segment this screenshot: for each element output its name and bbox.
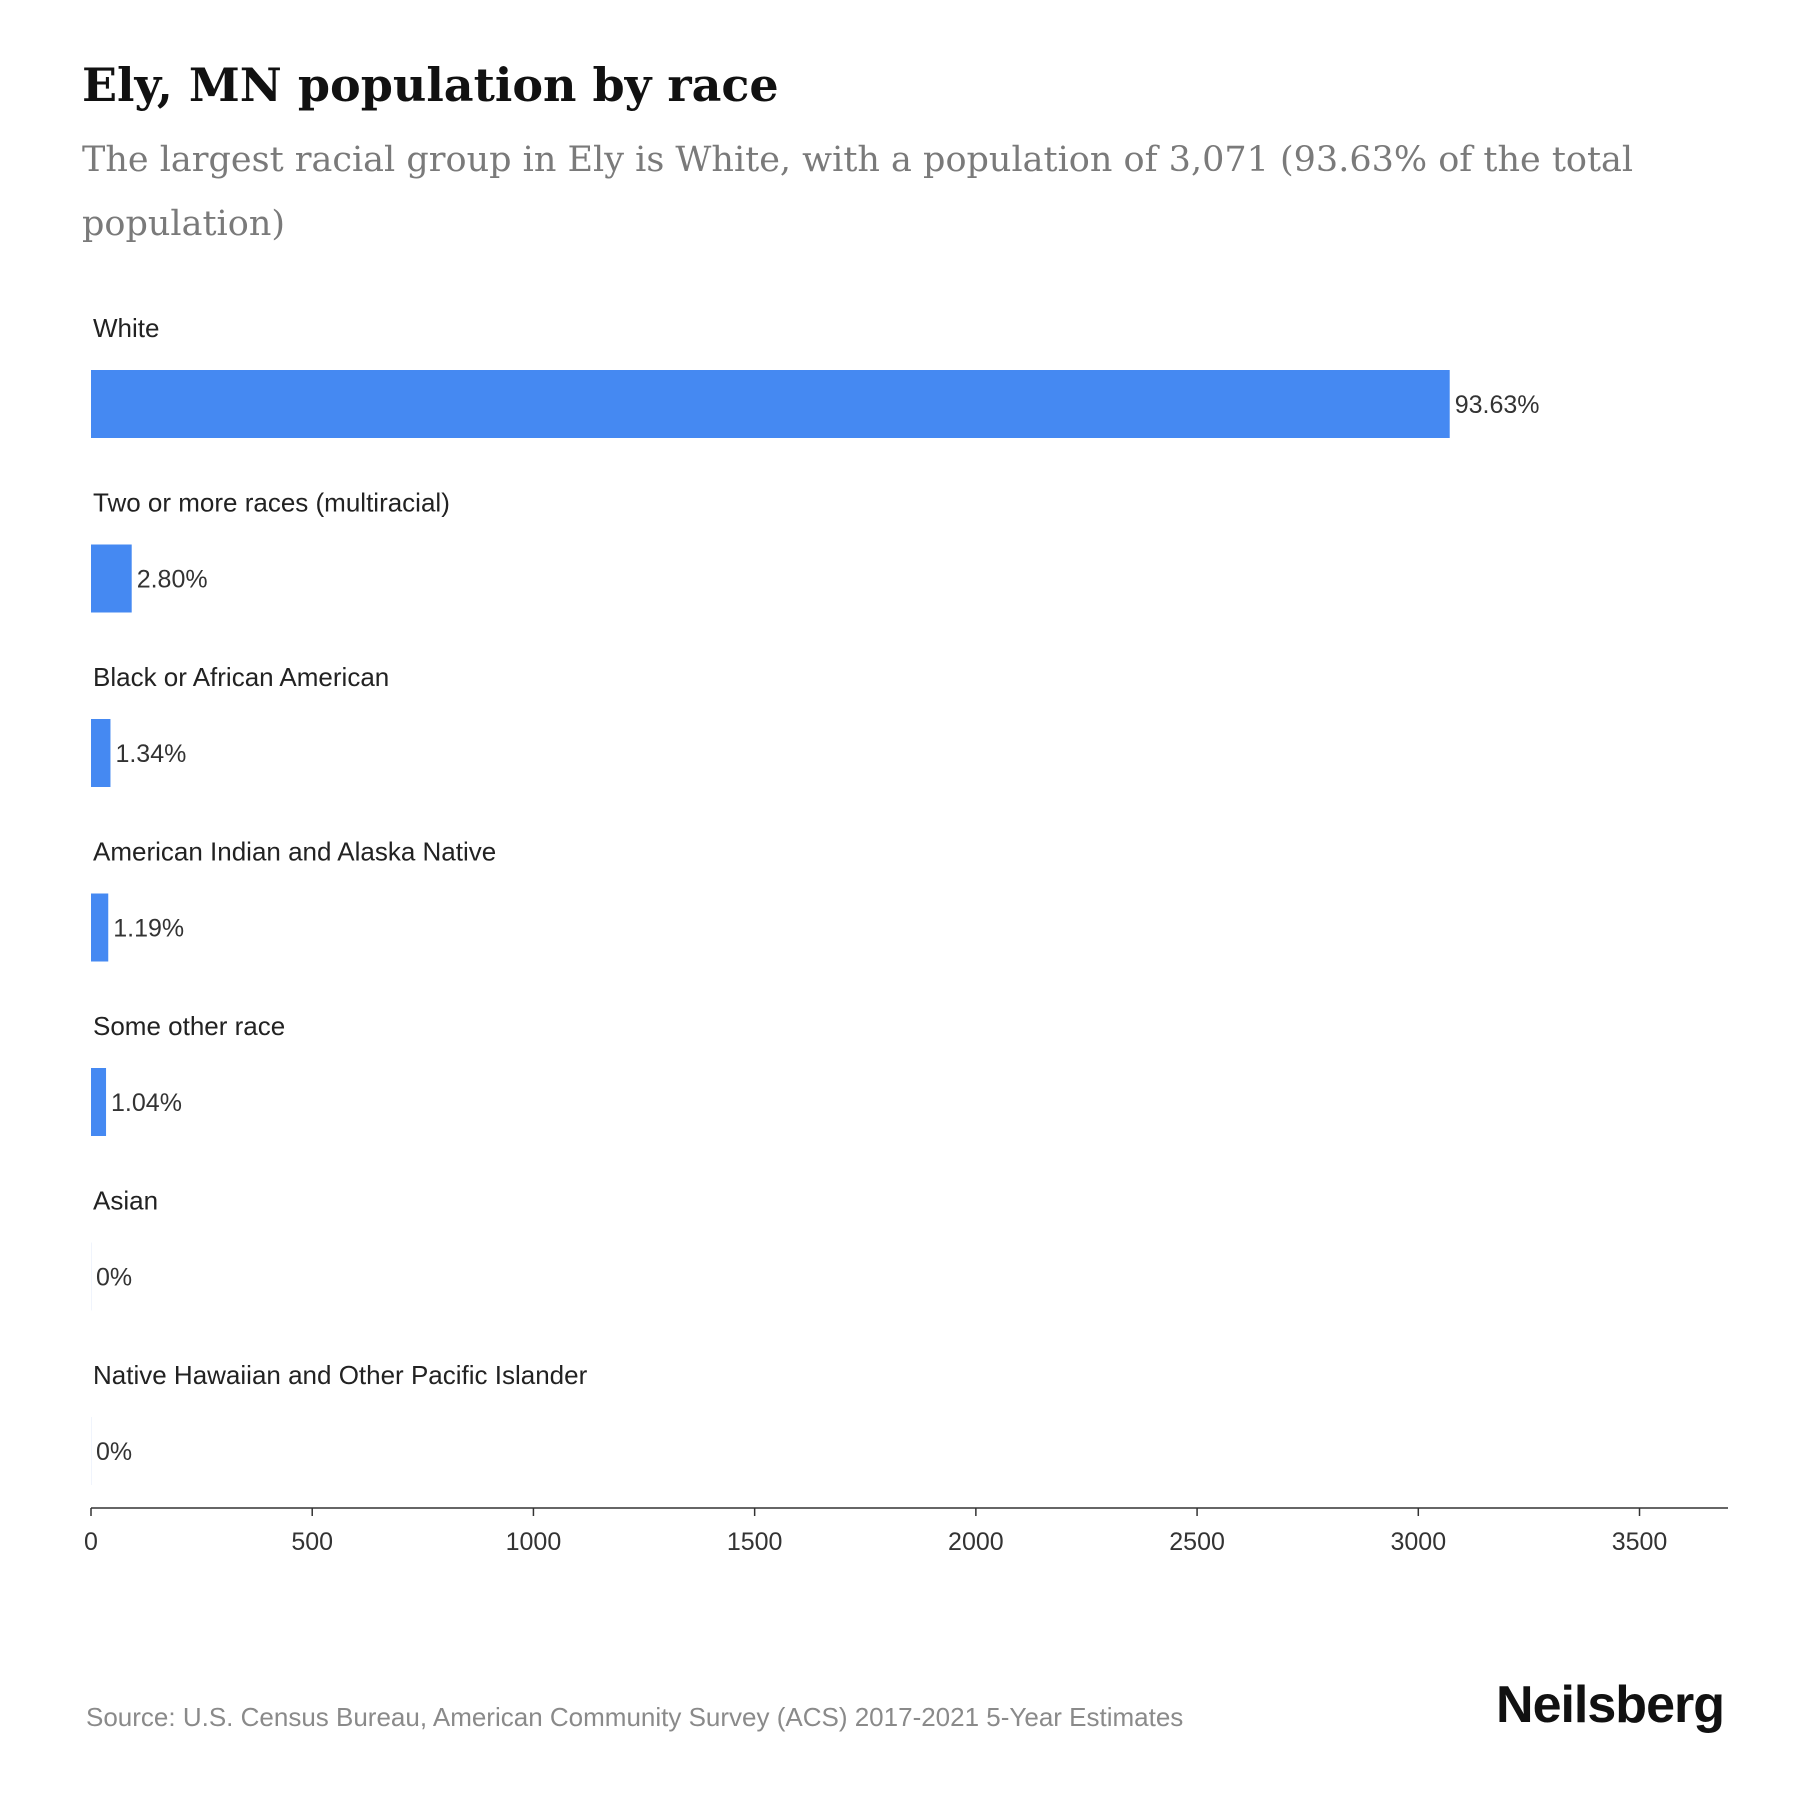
bar bbox=[91, 1242, 92, 1311]
x-tick-label: 1000 bbox=[506, 1528, 562, 1556]
x-tick-label: 1500 bbox=[727, 1528, 783, 1556]
bar bbox=[91, 1417, 92, 1485]
data-label: 1.04% bbox=[111, 1089, 182, 1117]
bar bbox=[91, 893, 109, 962]
category-label: Some other race bbox=[93, 1011, 285, 1041]
bar bbox=[91, 544, 132, 613]
bar bbox=[91, 1068, 107, 1136]
chart-title: Ely, MN population by race bbox=[82, 58, 779, 112]
category-label: White bbox=[93, 313, 159, 343]
data-label: 2.80% bbox=[137, 566, 208, 594]
x-tick-label: 3500 bbox=[1612, 1528, 1668, 1556]
x-tick-label: 3000 bbox=[1390, 1528, 1446, 1556]
x-tick-label: 2000 bbox=[948, 1528, 1004, 1556]
chart-subtitle: The largest racial group in Ely is White… bbox=[82, 140, 1634, 244]
category-label: Asian bbox=[93, 1186, 158, 1216]
data-label: 1.19% bbox=[113, 915, 184, 943]
category-label: American Indian and Alaska Native bbox=[93, 837, 496, 867]
category-label: Native Hawaiian and Other Pacific Island… bbox=[93, 1360, 588, 1390]
data-label: 0% bbox=[96, 1264, 132, 1292]
bar bbox=[91, 370, 1450, 438]
category-label: Black or African American bbox=[93, 662, 389, 692]
source-note: Source: U.S. Census Bureau, American Com… bbox=[86, 1702, 1184, 1732]
x-tick-label: 500 bbox=[291, 1528, 333, 1556]
bar bbox=[91, 719, 111, 787]
data-label: 0% bbox=[96, 1438, 132, 1466]
brand-logo: Neilsberg bbox=[1496, 1676, 1725, 1734]
data-label: 93.63% bbox=[1455, 391, 1540, 419]
category-label: Two or more races (multiracial) bbox=[93, 488, 450, 518]
bar-chart: White 93.63% Two or more races (multiracia… bbox=[84, 313, 1728, 1556]
x-tick-label: 0 bbox=[84, 1528, 98, 1556]
x-tick-label: 2500 bbox=[1169, 1528, 1225, 1556]
data-label: 1.34% bbox=[115, 740, 186, 768]
